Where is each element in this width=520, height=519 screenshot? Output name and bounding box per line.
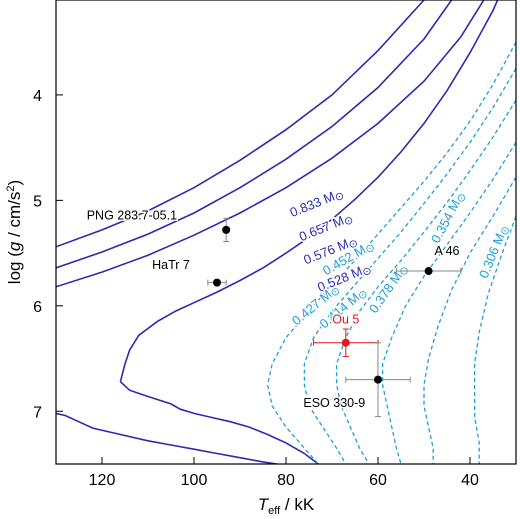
- x-tick-label: 120: [89, 472, 116, 489]
- y-tick-label: 7: [33, 404, 42, 421]
- mass-track-line: [56, 0, 485, 288]
- axis-ticks: 120 100 80 60 40 4 5 6 7: [33, 88, 479, 489]
- object-label: A 46: [434, 244, 459, 258]
- mass-track-line: [266, 41, 516, 464]
- mass-track-line: [56, 0, 453, 269]
- mass-track-line: [335, 99, 516, 464]
- object-point: [213, 278, 221, 287]
- object-point: [341, 338, 350, 347]
- object-label: ESO 330-9: [303, 396, 365, 410]
- y-axis-label: log (g / cm/s2): [5, 180, 24, 284]
- y-tick-label: 4: [33, 88, 42, 105]
- mass-track-line: [119, 0, 499, 382]
- mass-track-label: 0.378 M⊙: [366, 261, 412, 317]
- object-point: [424, 267, 433, 276]
- mass-track-line: [303, 68, 516, 464]
- object-label: PNG 283.7-05.1: [87, 208, 177, 222]
- x-tick-label: 60: [369, 472, 387, 489]
- y-tick-label: 6: [33, 299, 42, 316]
- mass-track-labels: 0.833 M⊙0.657 M⊙0.576 M⊙0.528 M⊙0.452 M⊙…: [286, 184, 514, 335]
- mass-tracks: [56, 0, 516, 464]
- x-tick-label: 40: [461, 472, 479, 489]
- object-label: HaTr 7: [152, 258, 190, 272]
- mass-track-label: 0.306 M⊙: [476, 223, 513, 281]
- object-markers: PNG 283.7-05.1 HaTr 7 A 46 Ou 5 ESO 330-9: [85, 207, 462, 418]
- mass-track-line: [381, 142, 516, 464]
- y-tick-label: 5: [33, 193, 42, 210]
- mass-track-line: [56, 0, 425, 248]
- axis-labels: Teff / kK log (g / cm/s2): [5, 180, 315, 517]
- mass-track-line: [473, 215, 516, 464]
- mass-track-label: 0.354 M⊙: [428, 189, 469, 247]
- x-tick-label: 100: [181, 472, 208, 489]
- x-tick-label: 80: [277, 472, 295, 489]
- mass-track-line: [119, 381, 319, 464]
- object-point: [374, 375, 382, 384]
- object-label: Ou 5: [332, 313, 359, 327]
- x-axis-label: Teff / kK: [258, 495, 315, 517]
- plot-frame: [55, 0, 517, 465]
- mass-track-line: [56, 412, 277, 464]
- object-point: [222, 225, 231, 234]
